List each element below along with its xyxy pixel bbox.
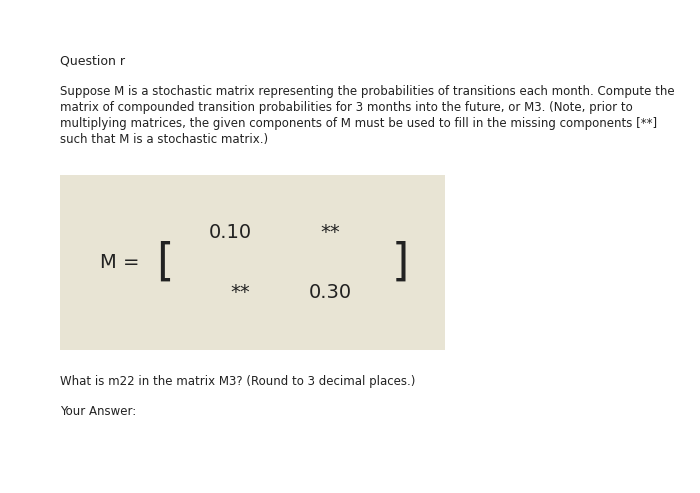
Text: 0.30: 0.30 [309,283,351,302]
Text: such that M is a stochastic matrix.): such that M is a stochastic matrix.) [60,133,268,146]
Text: multiplying matrices, the given components of M must be used to fill in the miss: multiplying matrices, the given componen… [60,117,657,130]
Text: [: [ [156,241,174,284]
FancyBboxPatch shape [60,175,445,350]
Text: Question r: Question r [60,55,125,68]
Text: Suppose M is a stochastic matrix representing the probabilities of transitions e: Suppose M is a stochastic matrix represe… [60,85,675,98]
Text: M =: M = [100,253,139,272]
Text: **: ** [320,223,340,242]
Text: 0.10: 0.10 [209,223,251,242]
Text: Your Answer:: Your Answer: [60,405,136,418]
Text: matrix of compounded transition probabilities for 3 months into the future, or M: matrix of compounded transition probabil… [60,101,633,114]
Text: ]: ] [391,241,409,284]
Text: What is m22 in the matrix M3? (Round to 3 decimal places.): What is m22 in the matrix M3? (Round to … [60,375,415,388]
Text: **: ** [230,283,250,302]
